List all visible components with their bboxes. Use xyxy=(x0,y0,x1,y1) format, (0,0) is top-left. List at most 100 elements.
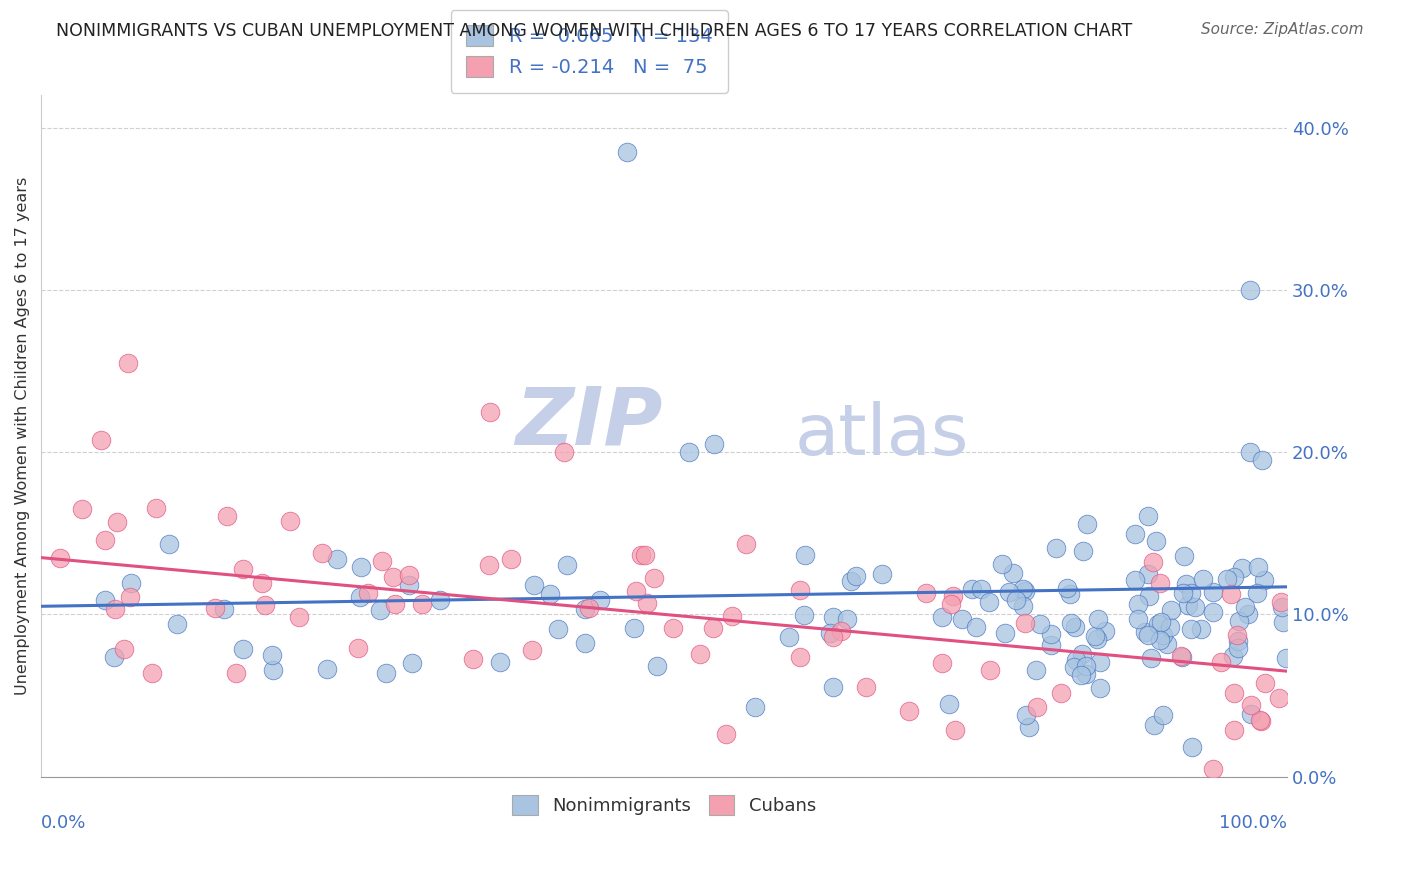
Point xyxy=(1085,632,1108,647)
Point xyxy=(326,552,349,566)
Point xyxy=(1251,453,1274,467)
Point xyxy=(1140,651,1163,665)
Point xyxy=(1222,648,1244,663)
Point xyxy=(1059,587,1081,601)
Point xyxy=(1268,691,1291,706)
Point xyxy=(250,575,273,590)
Point xyxy=(478,404,501,418)
Point xyxy=(624,584,647,599)
Point xyxy=(1094,624,1116,639)
Point xyxy=(1014,615,1036,630)
Point xyxy=(1246,560,1268,574)
Point xyxy=(1015,707,1038,722)
Point xyxy=(120,576,142,591)
Point xyxy=(1123,527,1146,541)
Point xyxy=(630,549,652,563)
Point xyxy=(278,514,301,528)
Point xyxy=(157,537,180,551)
Point xyxy=(1227,614,1250,628)
Point xyxy=(253,598,276,612)
Point xyxy=(1149,632,1171,647)
Point xyxy=(994,626,1017,640)
Point xyxy=(589,592,612,607)
Point xyxy=(1250,714,1272,728)
Point xyxy=(349,591,371,605)
Point xyxy=(1237,607,1260,621)
Point xyxy=(1063,620,1085,634)
Point xyxy=(1180,586,1202,600)
Point xyxy=(1249,713,1271,727)
Point xyxy=(520,642,543,657)
Point xyxy=(870,567,893,582)
Point xyxy=(375,665,398,680)
Point xyxy=(789,649,811,664)
Point xyxy=(263,663,285,677)
Point xyxy=(1040,638,1063,652)
Point xyxy=(1125,573,1147,587)
Point xyxy=(942,589,965,603)
Point xyxy=(835,612,858,626)
Point xyxy=(1189,622,1212,636)
Point xyxy=(1253,573,1275,587)
Point xyxy=(104,602,127,616)
Point xyxy=(1136,628,1159,642)
Point xyxy=(931,609,953,624)
Point xyxy=(1152,708,1174,723)
Point xyxy=(1012,582,1035,596)
Point xyxy=(841,574,863,588)
Point xyxy=(288,609,311,624)
Point xyxy=(93,533,115,548)
Point xyxy=(1029,617,1052,632)
Text: Source: ZipAtlas.com: Source: ZipAtlas.com xyxy=(1201,22,1364,37)
Point xyxy=(943,723,966,737)
Point xyxy=(1230,560,1253,574)
Point xyxy=(72,502,94,516)
Text: 100.0%: 100.0% xyxy=(1219,814,1286,832)
Point xyxy=(990,557,1012,571)
Text: 0.0%: 0.0% xyxy=(41,814,87,832)
Point xyxy=(1071,647,1094,661)
Point xyxy=(1160,603,1182,617)
Point xyxy=(225,666,247,681)
Point xyxy=(1142,555,1164,569)
Point xyxy=(1074,659,1097,673)
Point xyxy=(117,356,139,370)
Point xyxy=(1239,283,1261,297)
Point xyxy=(370,554,392,568)
Point xyxy=(103,650,125,665)
Point xyxy=(821,680,844,694)
Point xyxy=(1240,707,1263,722)
Point xyxy=(1156,637,1178,651)
Point xyxy=(1170,648,1192,663)
Point xyxy=(1025,663,1047,677)
Point xyxy=(1150,615,1173,629)
Point xyxy=(744,699,766,714)
Point xyxy=(1211,655,1233,669)
Point xyxy=(1137,567,1160,582)
Point xyxy=(553,445,575,459)
Point xyxy=(1180,622,1202,636)
Point xyxy=(232,562,254,576)
Point xyxy=(960,582,983,596)
Point xyxy=(855,681,877,695)
Point xyxy=(141,665,163,680)
Point xyxy=(1045,541,1067,555)
Point xyxy=(938,697,960,711)
Point xyxy=(1025,699,1047,714)
Point xyxy=(578,601,600,615)
Point xyxy=(1223,723,1246,738)
Point xyxy=(1135,625,1157,640)
Point xyxy=(1050,686,1073,700)
Text: NONIMMIGRANTS VS CUBAN UNEMPLOYMENT AMONG WOMEN WITH CHILDREN AGES 6 TO 17 YEARS: NONIMMIGRANTS VS CUBAN UNEMPLOYMENT AMON… xyxy=(56,22,1132,40)
Point xyxy=(794,549,817,563)
Point xyxy=(645,658,668,673)
Point xyxy=(636,596,658,610)
Point xyxy=(1192,573,1215,587)
Point xyxy=(166,617,188,632)
Point xyxy=(1088,655,1111,669)
Point xyxy=(557,558,579,572)
Point xyxy=(349,559,371,574)
Point xyxy=(1226,633,1249,648)
Point xyxy=(1177,598,1199,612)
Point xyxy=(1076,667,1098,681)
